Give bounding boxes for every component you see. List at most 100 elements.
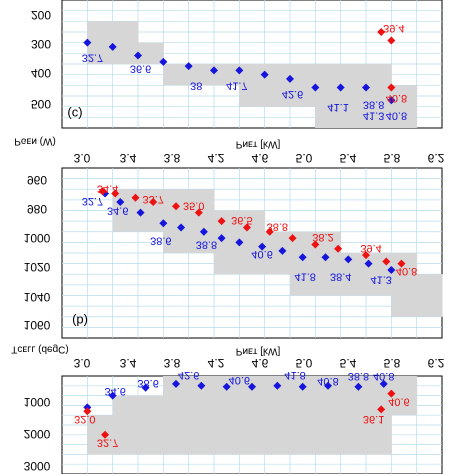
data-label: 38.6 xyxy=(150,234,171,246)
y-axis-title: Pɢᴇɴ (W) xyxy=(14,135,56,146)
data-label: 38.8 xyxy=(196,239,217,251)
x-tick-label: 3.0 xyxy=(74,356,91,370)
blue-point xyxy=(134,51,142,60)
blue-point xyxy=(159,219,168,228)
x-tick-label-wrap: 3.4 xyxy=(120,151,137,165)
data-label-wrap: 41.8 xyxy=(284,369,305,381)
band-cell xyxy=(340,253,367,296)
red-point xyxy=(172,202,180,211)
data-label-wrap: 40.8 xyxy=(317,375,338,387)
data-label: 36.1 xyxy=(363,413,384,425)
y-tick-label-wrap: 400 xyxy=(31,66,51,80)
red-point xyxy=(311,240,320,249)
blue-point xyxy=(136,208,145,217)
red-point xyxy=(242,223,251,232)
x-tick-label: 6.2 xyxy=(428,151,445,165)
y-tick-label-wrap: 1020 xyxy=(24,260,51,274)
data-label-wrap: 38.4 xyxy=(330,270,351,282)
x-tick-label-wrap: 4.2 xyxy=(208,151,225,165)
x-tick-label: 3.0 xyxy=(74,151,91,165)
x-tick-label-wrap: 4.6 xyxy=(252,356,269,370)
data-label-wrap: 32.0 xyxy=(74,413,95,425)
data-label: 36.6 xyxy=(130,62,151,74)
red-point xyxy=(288,234,297,243)
blue-point xyxy=(387,266,396,274)
red-point xyxy=(149,198,158,206)
blue-point xyxy=(354,382,363,391)
data-label-wrap: 40.8 xyxy=(373,370,394,382)
x-tick-label-wrap: 4.6 xyxy=(252,151,269,165)
blue-point xyxy=(108,42,117,51)
y-tick-label: 1020 xyxy=(24,260,51,274)
data-label: 40.6 xyxy=(388,396,409,408)
y-axis-title: Tᴄᴇʟʟ (degC) xyxy=(11,343,68,354)
data-label-wrap: 38.8 xyxy=(363,99,384,111)
blue-point xyxy=(344,255,353,264)
x-tick-label-wrap: 5.0 xyxy=(296,151,313,165)
data-label: 41.7 xyxy=(226,79,247,91)
blue-point xyxy=(336,83,345,92)
data-label-wrap: 40.8 xyxy=(396,265,417,277)
blue-point xyxy=(273,381,282,390)
x-tick-label: 3.8 xyxy=(164,151,181,165)
x-tick-label-wrap: 3.8 xyxy=(164,356,181,370)
blue-point xyxy=(197,381,206,390)
y-tick-label-wrap: 500 xyxy=(31,97,51,111)
data-label-wrap: 34.4 xyxy=(97,182,118,194)
blue-point xyxy=(210,66,218,75)
x-tick-label-wrap: 3.4 xyxy=(120,356,137,370)
band-cell xyxy=(188,64,215,86)
panel-tag: (c) xyxy=(67,107,82,122)
x-tick-label-wrap: 5.0 xyxy=(296,356,313,370)
data-label: 41.8 xyxy=(284,369,305,381)
data-label: 40.8 xyxy=(386,109,407,121)
red-point xyxy=(83,407,92,416)
blue-point xyxy=(172,379,180,388)
data-label: 38.4 xyxy=(330,270,351,282)
x-tick-label: 5.4 xyxy=(340,356,357,370)
blue-point xyxy=(379,379,388,388)
y-tick-label: 400 xyxy=(31,66,51,80)
data-label-wrap: 38.6 xyxy=(150,234,171,246)
red-point xyxy=(194,208,203,217)
data-label-wrap: 42.6 xyxy=(178,369,199,381)
data-label-wrap: 41.3 xyxy=(370,274,391,286)
data-label: 38.2 xyxy=(312,231,333,243)
data-label: 38 xyxy=(190,79,202,91)
blue-point xyxy=(364,259,373,268)
x-tick-label: 5.0 xyxy=(296,356,313,370)
data-label: 38.8 xyxy=(363,99,384,111)
data-label-wrap: 40.6 xyxy=(388,396,409,408)
band-cell xyxy=(138,42,164,64)
band-cell xyxy=(188,189,215,253)
x-axis-title: Pɴᴇᴛ [kW] xyxy=(236,138,281,149)
data-label-wrap: 38.8 xyxy=(267,221,288,233)
x-tick-label-wrap: 3.0 xyxy=(74,151,91,165)
red-point xyxy=(377,405,386,414)
data-label: 41.8 xyxy=(294,270,315,282)
red-point xyxy=(111,189,120,198)
y-tick-label: 980 xyxy=(27,202,47,216)
x-axis-title-wrap: Pɴᴇᴛ [kW] xyxy=(236,345,281,356)
red-point xyxy=(334,244,343,253)
blue-point xyxy=(177,223,186,232)
data-label: 38.6 xyxy=(137,377,158,389)
y-tick-label: 200 xyxy=(31,8,51,22)
blue-point xyxy=(217,234,226,243)
band-cell xyxy=(138,395,164,455)
data-label-wrap: 38.8 xyxy=(348,370,369,382)
data-label-wrap: 39.4 xyxy=(383,22,404,34)
x-tick-label: 4.6 xyxy=(252,356,269,370)
blue-point xyxy=(248,382,256,391)
band-cell xyxy=(340,376,367,455)
band-cell xyxy=(290,231,316,296)
blue-point xyxy=(235,238,244,247)
data-label-wrap: 40.6 xyxy=(229,374,250,386)
red-point xyxy=(387,36,396,45)
data-label: 32.0 xyxy=(74,413,95,425)
blue-point xyxy=(141,383,150,392)
y-tick-label: 2000 xyxy=(24,427,51,441)
y-tick-label: 500 xyxy=(31,97,51,111)
data-label: 40.6 xyxy=(229,374,250,386)
